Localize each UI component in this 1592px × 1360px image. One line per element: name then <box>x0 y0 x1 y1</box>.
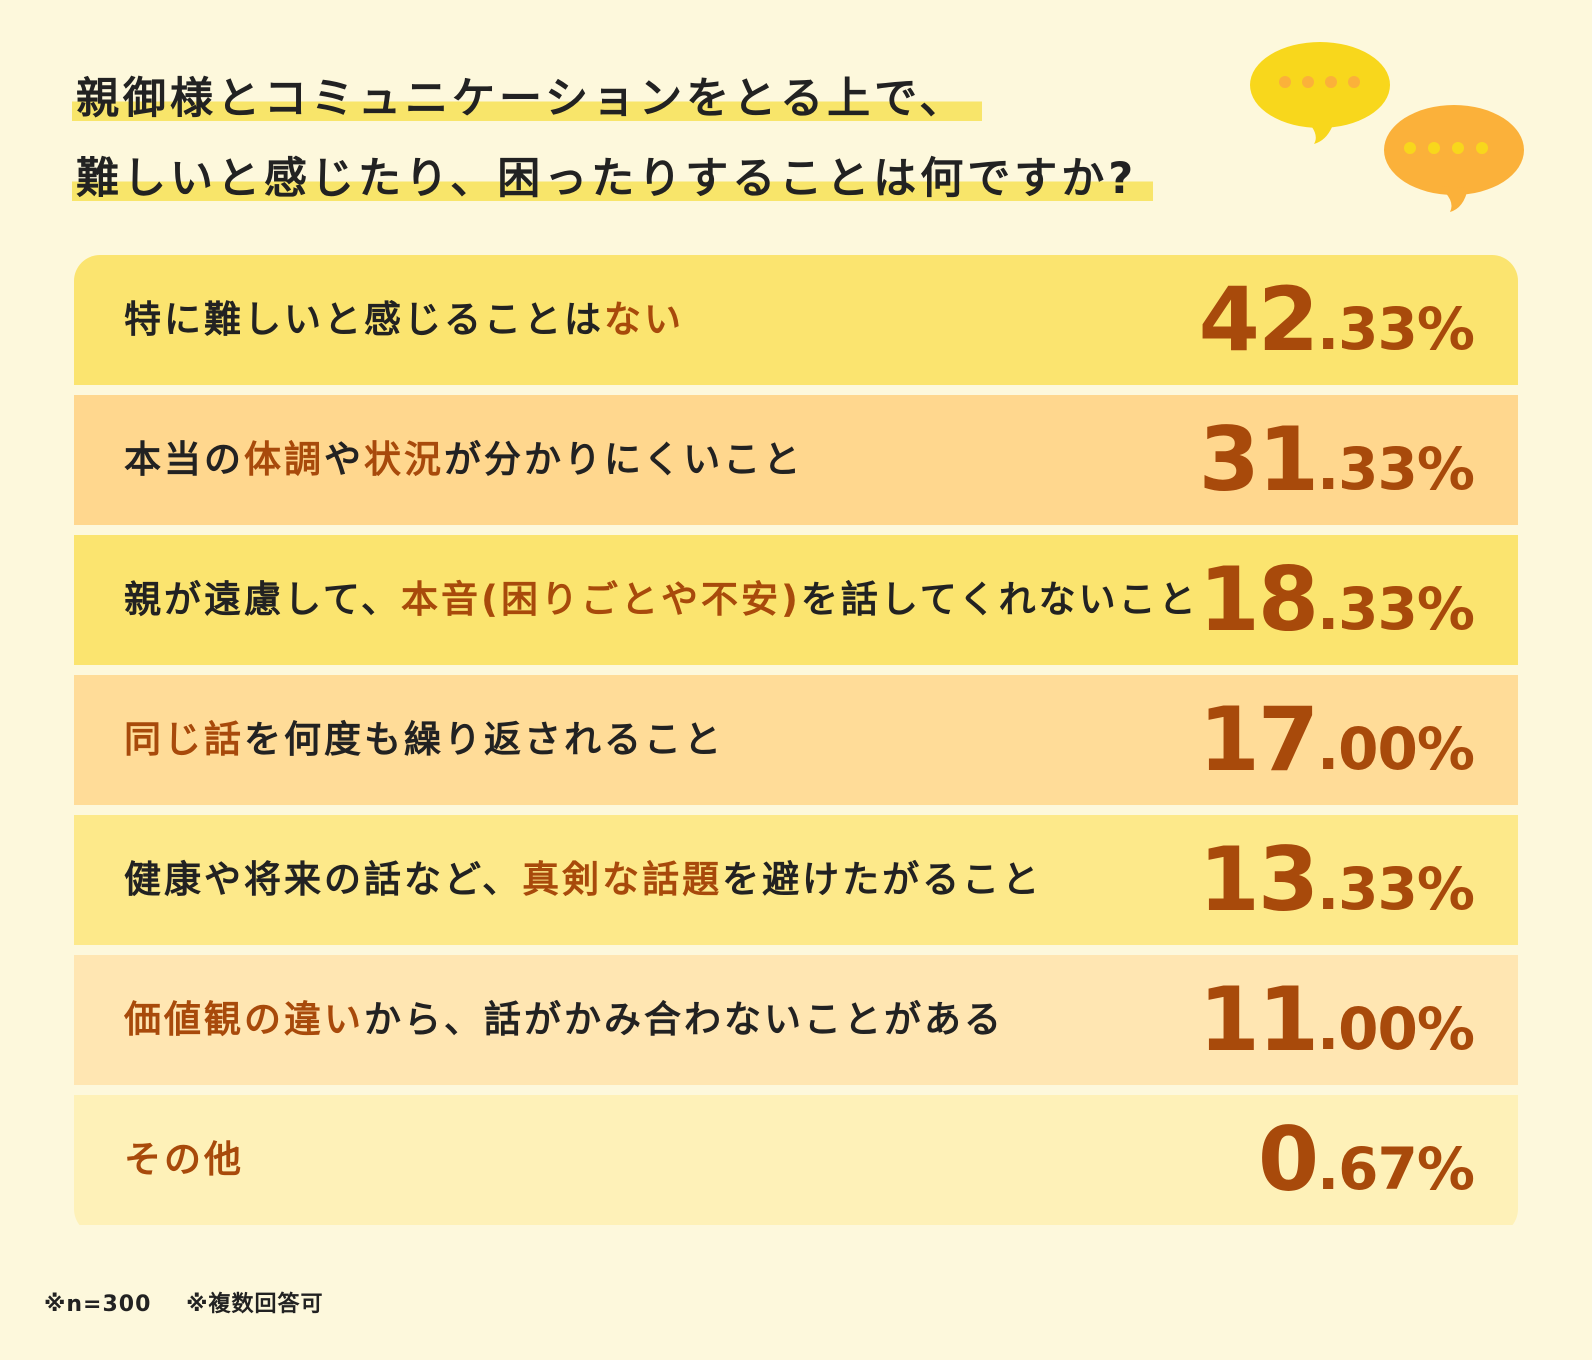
title-line-2-text: 難しいと感じたり、困ったりすることは何ですか? <box>72 158 1154 201</box>
row-value-decimal: .33% <box>1317 575 1475 643</box>
row-label: 価値観の違いから、話がかみ合わないことがある <box>124 955 1004 1085</box>
table-row: 親が遠慮して、本音(困りごとや不安)を話してくれないこと 18.33% <box>74 535 1518 665</box>
row-value: 18.33% <box>1198 535 1475 665</box>
row-label-emphasis: 同じ話 <box>124 718 244 761</box>
row-label-text: や <box>324 438 364 481</box>
row-label-text: が分かりにくいこと <box>444 438 804 481</box>
row-value-integer: 13 <box>1198 828 1319 931</box>
row-value-decimal: .33% <box>1317 855 1475 923</box>
row-label: 本当の体調や状況が分かりにくいこと <box>124 395 803 525</box>
row-value-decimal: .00% <box>1317 995 1475 1063</box>
results-table: 特に難しいと感じることはない 42.33% 本当の体調や状況が分かりにくいこと 31.… <box>74 255 1518 1235</box>
row-label-emphasis: ない <box>604 298 684 341</box>
row-label: その他 <box>124 1095 244 1225</box>
title-line-2: 難しいと感じたり、困ったりすることは何ですか? <box>72 158 1154 201</box>
row-value-integer: 17 <box>1198 688 1319 791</box>
row-label-text: を話してくれないこと <box>800 578 1199 621</box>
table-row: 同じ話を何度も繰り返されること 17.00% <box>74 675 1518 805</box>
row-value: 42.33% <box>1198 255 1475 385</box>
row-value-integer: 11 <box>1198 968 1319 1071</box>
row-label-text: 本当の <box>124 438 244 481</box>
row-label: 同じ話を何度も繰り返されること <box>124 675 724 805</box>
row-value-decimal: .33% <box>1317 435 1475 503</box>
table-row: その他 0.67% <box>74 1095 1518 1225</box>
speech-bubble-orange-icon <box>1384 105 1524 212</box>
footnote: ※n=300 ※複数回答可 <box>44 1286 323 1318</box>
row-label: 健康や将来の話など、真剣な話題を避けたがること <box>124 815 1042 945</box>
row-label-text: を何度も繰り返されること <box>244 718 724 761</box>
row-label: 特に難しいと感じることはない <box>124 255 684 385</box>
title-line-1: 親御様とコミュニケーションをとる上で、 <box>72 78 983 121</box>
row-value-integer: 31 <box>1198 408 1319 511</box>
row-value-integer: 0 <box>1257 1108 1319 1211</box>
footnote-sample-size: ※n=300 <box>44 1292 152 1317</box>
row-label-text: から、話がかみ合わないことがある <box>364 998 1004 1041</box>
row-label-emphasis: 状況 <box>364 438 444 481</box>
row-label-text: 健康や将来の話など、 <box>124 858 523 901</box>
row-value: 13.33% <box>1198 815 1475 945</box>
table-row: 価値観の違いから、話がかみ合わないことがある 11.00% <box>74 955 1518 1085</box>
row-label-text: 特に難しいと感じることは <box>124 298 604 341</box>
row-label-emphasis: 真剣な話題 <box>522 858 723 901</box>
row-value: 31.33% <box>1198 395 1475 525</box>
speech-bubble-yellow-icon <box>1250 42 1390 144</box>
footnote-multiple-answers: ※複数回答可 <box>186 1292 324 1317</box>
table-row: 特に難しいと感じることはない 42.33% <box>74 255 1518 385</box>
row-value-decimal: .33% <box>1317 295 1475 363</box>
table-row: 健康や将来の話など、真剣な話題を避けたがること 13.33% <box>74 815 1518 945</box>
row-label-emphasis: その他 <box>124 1138 244 1181</box>
table-row: 本当の体調や状況が分かりにくいこと 31.33% <box>74 395 1518 525</box>
row-value: 0.67% <box>1257 1095 1475 1225</box>
row-value-integer: 42 <box>1198 268 1319 371</box>
row-label-emphasis: 価値観の違い <box>124 998 364 1041</box>
row-label-emphasis: 本音(困りごとや不安) <box>401 578 801 621</box>
title-line-1-text: 親御様とコミュニケーションをとる上で、 <box>72 78 983 121</box>
row-label: 親が遠慮して、本音(困りごとや不安)を話してくれないこと <box>124 535 1199 665</box>
row-value-decimal: .67% <box>1317 1135 1475 1203</box>
row-value-integer: 18 <box>1198 548 1319 651</box>
row-label-emphasis: 体調 <box>244 438 324 481</box>
row-value: 17.00% <box>1198 675 1475 805</box>
row-value-decimal: .00% <box>1317 715 1475 783</box>
row-label-text: を避けたがること <box>722 858 1043 901</box>
row-label-text: 親が遠慮して、 <box>124 578 402 621</box>
row-value: 11.00% <box>1198 955 1475 1085</box>
